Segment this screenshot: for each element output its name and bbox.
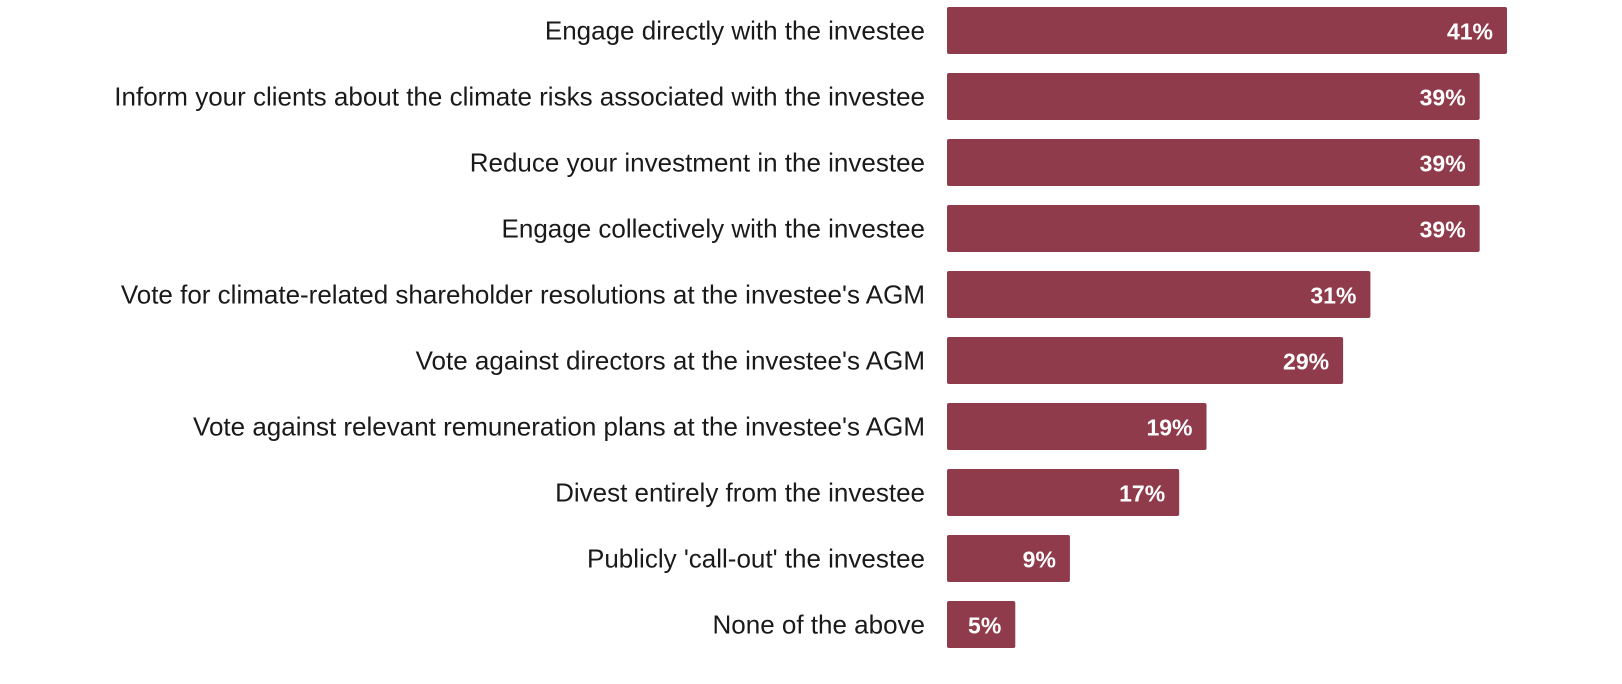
category-label-7: Divest entirely from the investee: [555, 478, 925, 508]
category-labels: Engage directly with the investee Inform …: [114, 16, 925, 640]
value-label-7: 17%: [1119, 481, 1165, 507]
value-label-9: 5%: [968, 613, 1001, 639]
bar-7: [947, 469, 1180, 516]
value-labels: 41% 39% 39% 39% 31% 29% 19% 17% 9% 5%: [968, 19, 1493, 639]
bar-3: [947, 205, 1480, 252]
bar-2: [947, 139, 1480, 186]
value-label-6: 19%: [1146, 415, 1192, 441]
bar-6: [947, 403, 1207, 450]
category-label-4: Vote for climate-related shareholder res…: [121, 280, 925, 310]
category-label-8: Publicly 'call-out' the investee: [587, 544, 925, 574]
value-label-2: 39%: [1420, 151, 1466, 177]
value-label-4: 31%: [1310, 283, 1356, 309]
category-label-9: None of the above: [713, 610, 926, 640]
bar-1: [947, 73, 1480, 120]
bar-0: [947, 7, 1507, 54]
bar-5: [947, 337, 1344, 384]
category-label-3: Engage collectively with the investee: [502, 214, 925, 244]
category-label-5: Vote against directors at the investee's…: [416, 346, 925, 376]
category-label-2: Reduce your investment in the investee: [470, 148, 925, 178]
value-label-8: 9%: [1023, 547, 1056, 573]
value-label-3: 39%: [1420, 217, 1466, 243]
bar-8: [947, 535, 1070, 582]
bar-4: [947, 271, 1371, 318]
value-label-0: 41%: [1447, 19, 1493, 45]
value-label-1: 39%: [1420, 85, 1466, 111]
category-label-6: Vote against relevant remuneration plans…: [193, 412, 925, 442]
category-label-1: Inform your clients about the climate ri…: [114, 82, 925, 112]
bars-layer: [947, 7, 1507, 648]
category-label-0: Engage directly with the investee: [545, 16, 925, 46]
value-label-5: 29%: [1283, 349, 1329, 375]
bar-9: [947, 601, 1016, 648]
